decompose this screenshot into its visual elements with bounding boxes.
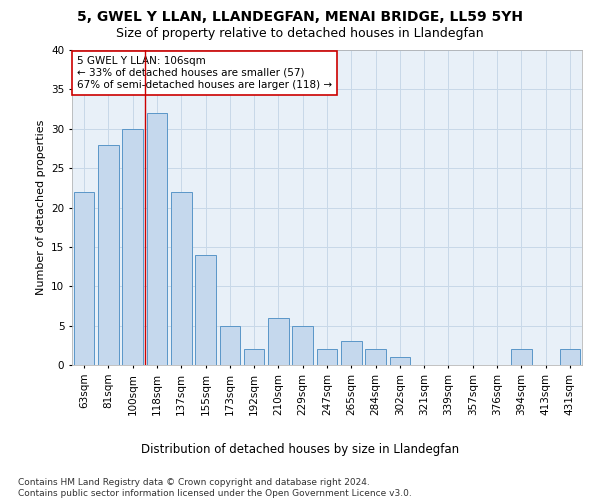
Bar (74, 192, 94, 365)
Bar (146, 113, 167, 365)
Bar (292, 326, 313, 365)
Bar (220, 326, 240, 365)
Bar (560, 349, 580, 365)
Bar (365, 349, 386, 365)
Bar (341, 342, 362, 365)
Text: Size of property relative to detached houses in Llandegfan: Size of property relative to detached ho… (116, 28, 484, 40)
Bar (244, 349, 265, 365)
Text: 5, GWEL Y LLAN, LLANDEGFAN, MENAI BRIDGE, LL59 5YH: 5, GWEL Y LLAN, LLANDEGFAN, MENAI BRIDGE… (77, 10, 523, 24)
Bar (511, 349, 532, 365)
Bar (389, 357, 410, 365)
Bar (122, 128, 143, 365)
Bar (98, 144, 119, 365)
Bar (195, 255, 216, 365)
Text: Contains HM Land Registry data © Crown copyright and database right 2024.
Contai: Contains HM Land Registry data © Crown c… (18, 478, 412, 498)
Bar (268, 318, 289, 365)
Text: 5 GWEL Y LLAN: 106sqm
← 33% of detached houses are smaller (57)
67% of semi-deta: 5 GWEL Y LLAN: 106sqm ← 33% of detached … (77, 56, 332, 90)
Text: Distribution of detached houses by size in Llandegfan: Distribution of detached houses by size … (141, 442, 459, 456)
Bar (171, 192, 191, 365)
Bar (317, 349, 337, 365)
Y-axis label: Number of detached properties: Number of detached properties (35, 120, 46, 295)
